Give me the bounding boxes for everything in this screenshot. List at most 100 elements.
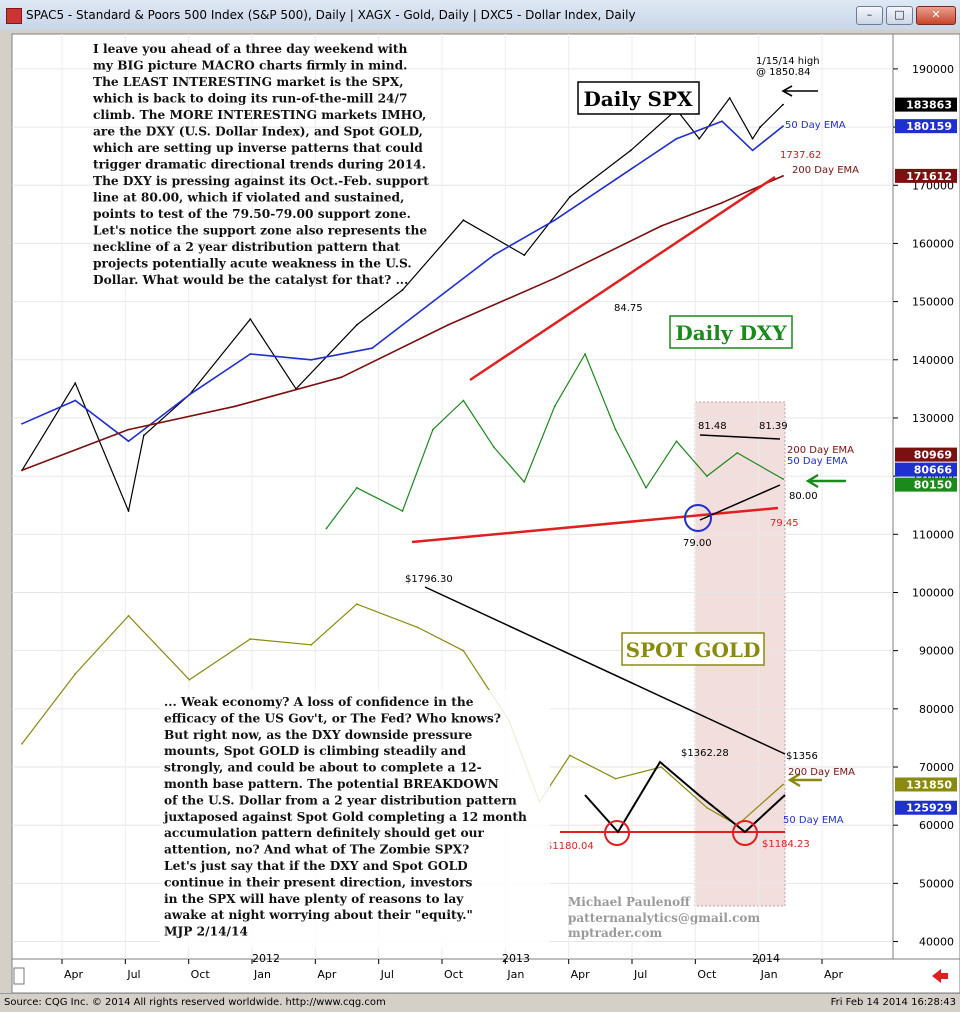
spx-high-value: @ 1850.84 xyxy=(756,67,811,78)
series-point xyxy=(675,440,678,443)
price-tag-bg xyxy=(895,777,957,792)
credits: Michael Paulenoff patternanalytics@gmail… xyxy=(568,895,760,940)
series-point xyxy=(523,254,526,256)
spx-50ema-label: 50 Day EMA xyxy=(785,120,846,131)
x-tick-label: Jan xyxy=(253,968,271,981)
gold-136228-label: $1362.28 xyxy=(681,748,729,759)
series-point xyxy=(698,137,701,140)
commentary-top-line: trigger dramatic directional trends duri… xyxy=(93,158,426,172)
commentary-top-line: I leave you ahead of a three day weekend… xyxy=(93,42,408,56)
x-tick-label: Jul xyxy=(380,968,394,981)
status-footer: Source: CQG Inc. © 2014 All rights reser… xyxy=(0,993,960,1012)
commentary-top-line: neckline of a 2 year distribution patter… xyxy=(93,240,400,254)
spx-label-box xyxy=(577,81,700,115)
gold-resistance-line xyxy=(424,586,786,755)
commentary-bottom-line: mounts, Spot GOLD is climbing steadily a… xyxy=(164,744,467,758)
series-layer xyxy=(21,97,784,827)
series-point xyxy=(553,405,556,408)
commentary-top-line: projects potentially acute weakness in t… xyxy=(93,257,412,271)
close-button[interactable]: ✕ xyxy=(916,6,956,25)
dxy-top-line xyxy=(699,434,781,440)
series-point xyxy=(310,643,313,646)
series-point xyxy=(249,318,252,320)
minimize-icon: – xyxy=(866,8,873,21)
commentary-top-line: my BIG picture MACRO charts firmly in mi… xyxy=(93,59,407,73)
series-point xyxy=(569,195,571,198)
series-point xyxy=(432,300,434,303)
gold-high-label: $1796.30 xyxy=(405,574,453,585)
series-point xyxy=(74,673,77,675)
commentary-top-line: The DXY is pressing against its Oct.-Feb… xyxy=(93,174,429,188)
dxy-50ema-label: 50 Day EMA xyxy=(787,456,848,467)
gold-panel-label: SPOT GOLD xyxy=(626,638,761,662)
commentary-bottom: ... Weak economy? A loss of confidence i… xyxy=(163,695,527,939)
series-point xyxy=(645,486,647,489)
scroll-right-arrow-icon[interactable] xyxy=(932,969,948,983)
spx-200ema-label: 200 Day EMA xyxy=(792,165,859,176)
price-tag-label: 80969 xyxy=(914,449,952,462)
series-point xyxy=(127,440,130,443)
series-point xyxy=(751,137,754,140)
panel-labels: Daily SPX Daily DXY SPOT GOLD xyxy=(577,81,793,666)
y-tick-label: 140000 xyxy=(912,354,954,367)
series-point xyxy=(759,126,762,128)
commentary-top-line: are the DXY (U.S. Dollar Index), and Spo… xyxy=(93,125,423,139)
commentary-bottom-line: attention, no? And what of The Zombie SP… xyxy=(164,843,469,857)
price-tag-label: 171612 xyxy=(906,170,952,183)
series-point xyxy=(614,777,617,780)
x-tick-label: Apr xyxy=(824,968,844,981)
commentary-bottom-line: But right now, as the DXY downside press… xyxy=(164,728,472,742)
commentary-bottom-line: ... Weak economy? A loss of confidence i… xyxy=(164,695,474,709)
commentary-bottom-line: continue in their present direction, inv… xyxy=(164,875,473,889)
commentary-bottom-line: month base pattern. The potential BREAKD… xyxy=(164,777,499,791)
price-chart[interactable]: 1900001800001700001600001500001400001300… xyxy=(0,30,960,993)
price-tag-label: 131850 xyxy=(906,778,952,791)
price-tag-bg xyxy=(895,97,957,112)
commentary-top-line: which are setting up inverse patterns th… xyxy=(92,141,423,155)
price-tag-bg xyxy=(895,800,957,815)
series-point xyxy=(355,323,358,326)
series-point xyxy=(188,393,191,396)
x-year-label: 2013 xyxy=(502,952,530,965)
app-icon xyxy=(6,8,22,24)
dxy-8139-label: 81.39 xyxy=(759,421,788,432)
series-point xyxy=(355,603,358,606)
x-axis-ticks: Apr Jul Oct Jan Apr Jul Oct Jan Apr Jul Oct Jan Apr 2… xyxy=(61,952,844,981)
x-tick-label: Jul xyxy=(126,968,140,981)
scroll-left-handle[interactable] xyxy=(13,967,25,985)
series-point xyxy=(74,382,77,384)
series-point xyxy=(401,510,404,512)
series-point xyxy=(142,434,145,437)
series-point xyxy=(782,478,784,480)
series-point xyxy=(355,486,358,489)
minimize-button[interactable]: – xyxy=(856,6,883,25)
series-point xyxy=(782,783,784,786)
commentary-top-line: which is back to doing its run-of-the-mi… xyxy=(92,92,407,106)
series-point xyxy=(584,353,587,355)
maximize-button[interactable]: □ xyxy=(886,6,913,25)
commentary-bottom-line: in the SPX will have plenty of reasons t… xyxy=(164,892,464,906)
commentary-bottom-line: efficacy of the US Gov't, or The Fed? Wh… xyxy=(164,711,501,725)
series-point xyxy=(447,323,450,326)
y-tick-label: 70000 xyxy=(919,761,954,774)
x-tick-label: Jan xyxy=(760,968,778,981)
price-tag-bg xyxy=(895,462,957,477)
price-tag-bg xyxy=(895,168,957,183)
series-point xyxy=(310,358,313,361)
commentary-top: I leave you ahead of a three day weekend… xyxy=(92,42,429,287)
series-point xyxy=(249,638,252,640)
series-point xyxy=(249,353,252,355)
spx-panel-label: Daily SPX xyxy=(583,87,693,111)
series-point xyxy=(127,510,130,512)
window-title: SPAC5 - Standard & Poors 500 Index (S&P … xyxy=(26,8,636,22)
credit-site: mptrader.com xyxy=(568,926,662,940)
series-point xyxy=(371,347,373,350)
x-tick-label: Oct xyxy=(697,968,717,981)
price-annotations: 1/15/14 high @ 1850.84 50 Day EMA 1737.6… xyxy=(405,56,859,852)
x-tick-label: Apr xyxy=(571,968,591,981)
spx-high-arrow xyxy=(781,85,818,97)
commentary-bottom-line: juxtaposed against Spot Gold completing … xyxy=(163,810,527,824)
series-point xyxy=(736,451,739,454)
price-tag-bg xyxy=(895,477,957,492)
y-tick-label: 130000 xyxy=(912,412,954,425)
